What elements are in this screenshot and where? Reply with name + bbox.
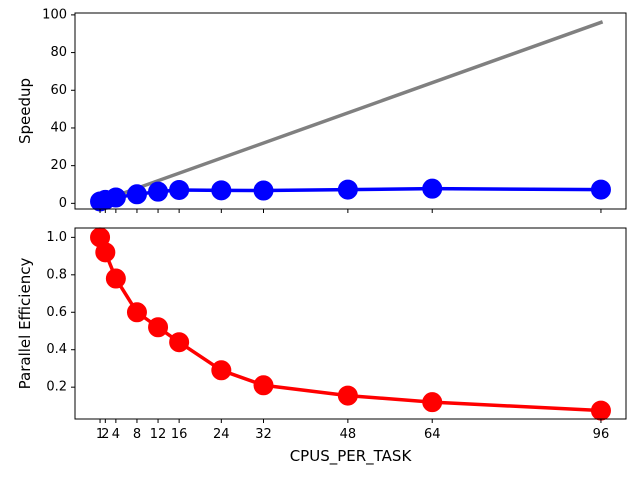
efficiency-data-point: [169, 332, 190, 353]
efficiency-xlabel: CPUS_PER_TASK: [290, 447, 413, 466]
speedup-panel: 0 20 40 60 80 100 Speedup: [16, 7, 627, 213]
speedup-data-point: [169, 179, 190, 200]
efficiency-xtick-label: 12: [150, 427, 167, 442]
speedup-ytick-label: 80: [50, 45, 67, 60]
efficiency-data-point: [126, 302, 147, 323]
efficiency-data-point: [95, 242, 116, 263]
efficiency-xtick-label: 2: [101, 427, 109, 442]
efficiency-ytick-label: 1.0: [46, 230, 67, 245]
efficiency-xtick-label: 24: [213, 427, 230, 442]
efficiency-ylabel: Parallel Efficiency: [16, 258, 34, 390]
efficiency-data-point: [337, 385, 358, 406]
speedup-data-point: [253, 180, 274, 201]
speedup-data-point: [590, 179, 611, 200]
efficiency-xtick-label: 16: [171, 427, 188, 442]
speedup-axes-frame: [74, 12, 627, 210]
speedup-data-point: [422, 178, 443, 199]
speedup-data-point: [211, 180, 232, 201]
speedup-ytick-label: 20: [50, 158, 67, 173]
efficiency-data-point: [148, 317, 169, 338]
efficiency-xtick-label: 8: [133, 427, 141, 442]
speedup-ytick-label: 40: [50, 120, 67, 135]
efficiency-xtick-label: 4: [112, 427, 120, 442]
speedup-data-point: [105, 187, 126, 208]
efficiency-panel: 0.20.40.60.81.012 4 8 12 16 24 32 48 64 96Paralle…: [16, 227, 627, 466]
efficiency-ytick-label: 0.8: [46, 267, 67, 282]
efficiency-axes-frame: [74, 227, 627, 420]
speedup-series-line-0: [97, 20, 604, 204]
efficiency-data-point: [590, 400, 611, 421]
efficiency-data-point: [211, 360, 232, 381]
efficiency-xtick-label: 32: [255, 427, 272, 442]
efficiency-xtick-label: 48: [340, 427, 357, 442]
speedup-ytick-label: 60: [50, 83, 67, 98]
efficiency-xtick-label: 96: [593, 427, 610, 442]
efficiency-xtick-label: 64: [424, 427, 441, 442]
speedup-ytick-label: 0: [59, 196, 67, 211]
speedup-ylabel: Speedup: [16, 78, 34, 144]
efficiency-data-point: [105, 268, 126, 289]
efficiency-xtick-label: 1: [96, 427, 104, 442]
efficiency-data-point: [422, 392, 443, 413]
speedup-ytick-label: 100: [42, 7, 67, 22]
efficiency-ytick-label: 0.4: [46, 342, 67, 357]
efficiency-ytick-label: 0.2: [46, 380, 67, 395]
speedup-data-point: [337, 179, 358, 200]
efficiency-ytick-label: 0.6: [46, 305, 67, 320]
speedup-data-point: [126, 184, 147, 205]
speedup-data-point: [148, 181, 169, 202]
efficiency-data-point: [253, 375, 274, 396]
